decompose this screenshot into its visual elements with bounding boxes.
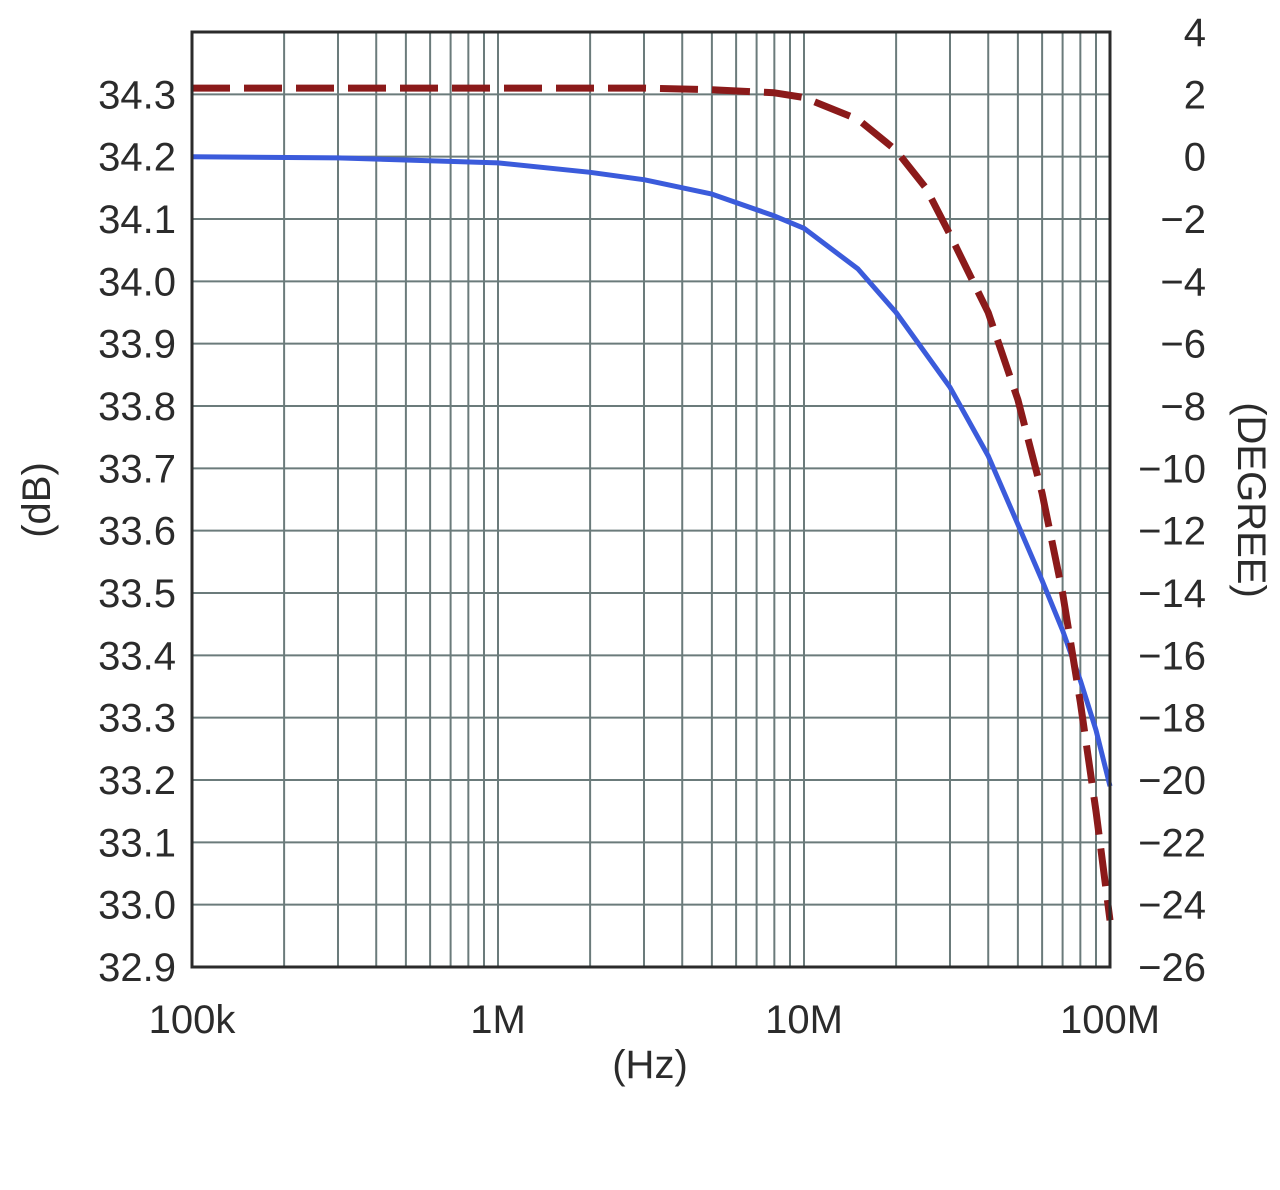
plot-frame	[190, 30, 1112, 969]
left-tick-label: 33.6	[98, 510, 176, 554]
right-tick-label: −2	[1160, 198, 1206, 242]
x-tick-label: 10M	[765, 998, 843, 1042]
right-tick-label: −16	[1138, 634, 1206, 678]
left-y-axis-label: (dB)	[15, 462, 59, 538]
left-tick-label: 33.2	[98, 759, 176, 803]
right-tick-label: −18	[1138, 697, 1206, 741]
left-tick-label: 34.3	[98, 73, 176, 117]
x-tick-label: 1M	[470, 998, 526, 1042]
right-axis-ticks: 4 2 0 −2 −4 −6 −8 −10 −12 −14 −16 −18 −20 −22 −24 −26	[1138, 11, 1206, 990]
grid	[192, 32, 1110, 967]
right-tick-label: −26	[1138, 946, 1206, 990]
right-tick-label: 4	[1184, 11, 1206, 55]
x-tick-label: 100k	[149, 998, 237, 1042]
right-tick-label: −20	[1138, 759, 1206, 803]
x-tick-label: 100M	[1060, 998, 1160, 1042]
right-tick-label: −8	[1160, 385, 1206, 429]
right-tick-label: −22	[1138, 821, 1206, 865]
left-tick-label: 33.5	[98, 572, 176, 616]
series-layer	[191, 84, 1114, 921]
right-tick-label: −6	[1160, 323, 1206, 367]
left-tick-label: 33.4	[98, 634, 176, 678]
x-axis-label: (Hz)	[612, 1043, 688, 1087]
left-tick-label: 34.1	[98, 198, 176, 242]
right-tick-label: −24	[1138, 884, 1206, 928]
left-axis-ticks: 34.3 34.2 34.1 34.0 33.9 33.8 33.7 33.6 33.5 33.4…	[98, 73, 176, 990]
right-y-axis-label: (DEGREE)	[1229, 402, 1273, 598]
left-tick-label: 34.0	[98, 260, 176, 304]
right-tick-label: −12	[1138, 510, 1206, 554]
right-tick-label: −4	[1160, 260, 1206, 304]
left-tick-label: 32.9	[98, 946, 176, 990]
left-tick-label: 33.9	[98, 323, 176, 367]
x-axis-ticks: 100k 1M 10M 100M	[149, 998, 1160, 1042]
right-tick-label: 0	[1184, 136, 1206, 180]
right-tick-label: −14	[1138, 572, 1206, 616]
left-tick-label: 33.8	[98, 385, 176, 429]
gain-series-line	[191, 154, 1113, 787]
phase-series-line	[192, 84, 1114, 921]
left-tick-label: 33.1	[98, 821, 176, 865]
left-tick-label: 33.7	[98, 447, 176, 491]
right-tick-label: −10	[1138, 447, 1206, 491]
left-tick-label: 33.3	[98, 697, 176, 741]
left-tick-label: 33.0	[98, 884, 176, 928]
right-tick-label: 2	[1184, 73, 1206, 117]
left-tick-label: 34.2	[98, 136, 176, 180]
